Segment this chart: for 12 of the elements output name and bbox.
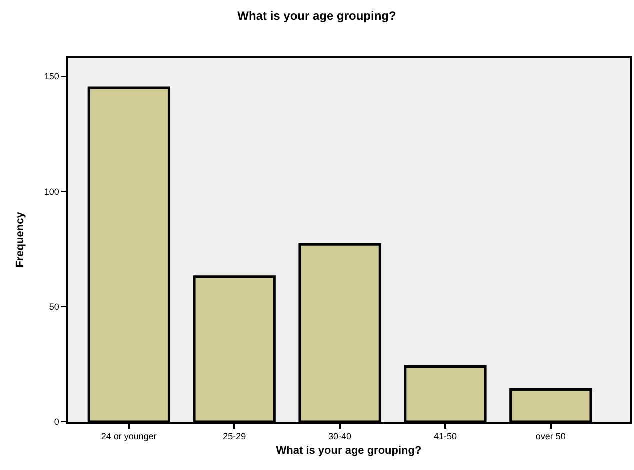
y-tick-label: 0	[54, 417, 60, 428]
x-tick-label: 41-50	[434, 432, 457, 442]
x-tick-label: 24 or younger	[101, 432, 157, 442]
x-tick-label: over 50	[536, 432, 566, 442]
x-tick-label: 30-40	[328, 432, 352, 442]
y-tick-label: 100	[44, 186, 60, 197]
y-tick-label: 50	[49, 302, 60, 312]
y-axis-title: Frequency	[14, 211, 27, 268]
x-axis-title: What is your age grouping?	[276, 445, 422, 458]
x-tick-label: 25-29	[223, 432, 246, 442]
chart-title: What is your age grouping?	[238, 9, 396, 24]
y-tick-label: 150	[44, 72, 60, 82]
